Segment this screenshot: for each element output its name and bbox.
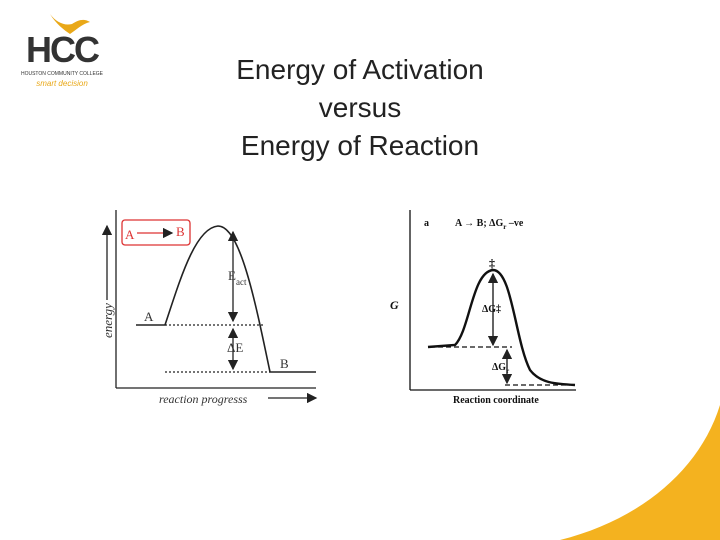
symbol: ΔG <box>492 362 506 373</box>
decor-swoosh <box>560 405 720 540</box>
product: B <box>280 356 289 371</box>
equation: A → B; ΔGr –ve <box>455 218 524 231</box>
right-diagram <box>409 210 576 391</box>
energy-curve <box>427 268 576 387</box>
subscript: r <box>503 223 506 231</box>
activation-label: Eact <box>228 268 247 287</box>
panel-label: a <box>424 218 429 229</box>
title: Energy of Activation versus Energy of Re… <box>236 54 483 161</box>
box-start: A <box>125 227 135 242</box>
x-axis-label: Reaction coordinate <box>453 395 539 406</box>
y-axis-label: energy <box>100 303 115 338</box>
box-end: B <box>176 224 185 239</box>
equation-suffix: –ve <box>506 218 524 229</box>
subscript: act <box>236 277 247 287</box>
reaction-energy: ΔE <box>227 340 243 355</box>
right-labels: a A → B; ΔGr –ve ‡ G ΔG‡ ΔGr Reaction co… <box>390 218 539 406</box>
title-line: Energy of Reaction <box>241 130 479 161</box>
symbol: E <box>228 268 236 283</box>
logo-tagline: smart decision <box>36 79 88 88</box>
reactant: A <box>144 309 154 324</box>
subscript: r <box>506 367 509 375</box>
left-diagram <box>101 210 318 404</box>
y-axis-label: G <box>390 298 399 312</box>
reaction-box <box>121 219 191 246</box>
equation-text: A → B; ΔG <box>455 218 503 229</box>
logo: HCC HOUSTON COMMUNITY COLLEGE smart deci… <box>21 14 104 88</box>
logo-name: HOUSTON COMMUNITY COLLEGE <box>21 71 104 77</box>
title-line: Energy of Activation <box>236 54 483 85</box>
x-axis-label: reaction progresss <box>159 392 248 406</box>
transition-state: ‡ <box>489 256 495 270</box>
logo-bird <box>50 14 90 34</box>
logo-letters: HCC <box>26 29 100 70</box>
title-line: versus <box>319 92 401 123</box>
energy-curve <box>136 225 316 373</box>
left-labels: A B Eact ΔE energy reaction progresss <box>100 268 289 406</box>
activation-label: ΔG‡ <box>482 304 501 315</box>
left-box-labels: A B <box>125 224 185 242</box>
reaction-label: ΔGr <box>492 362 509 375</box>
